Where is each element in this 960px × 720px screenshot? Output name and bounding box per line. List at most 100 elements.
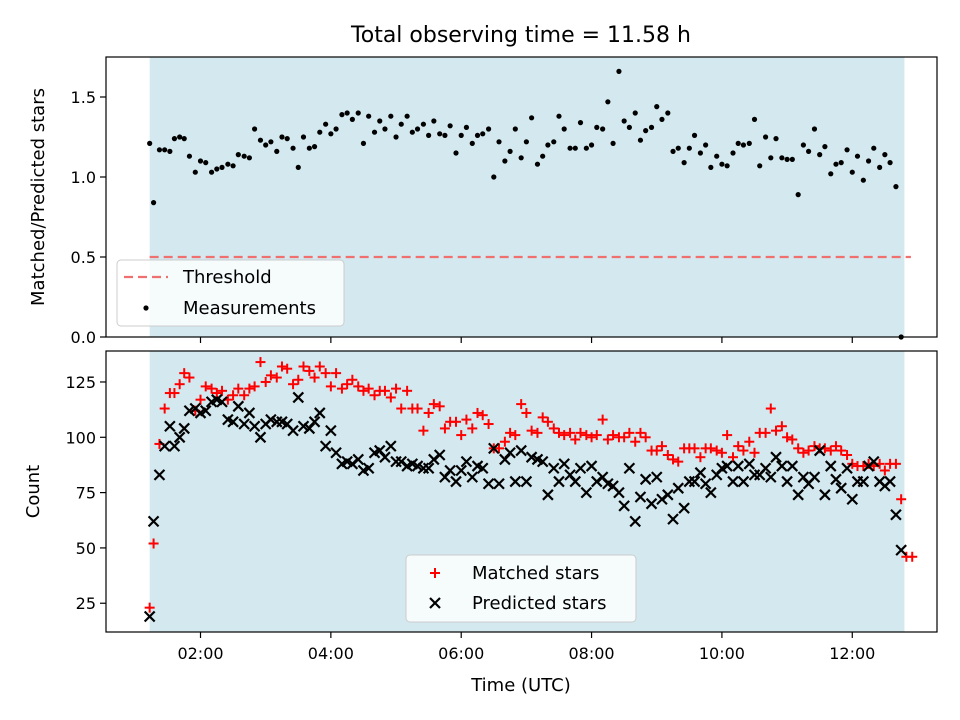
data-point-b [455,464,467,477]
data-point [265,370,276,381]
data-point [781,475,793,488]
data-point [227,416,239,428]
data-point [586,432,597,443]
data-point-b [678,502,690,514]
data-point-b [694,466,707,479]
data-point [643,128,649,134]
data-point-b [645,497,658,510]
data-point [640,432,651,443]
data-point [577,120,584,126]
data-point [798,447,809,458]
data-point [328,131,334,137]
data-point [287,424,299,437]
data-point [890,508,902,521]
data-point [822,144,828,150]
data-point [792,489,804,501]
data-point [708,164,714,170]
data-point [654,104,660,110]
data-point [733,441,744,452]
panel-0: 0.0 0.5 1.0 1.5 Matched/Predicted stars Thres… [28,56,938,347]
data-point [714,153,720,159]
data-point-b [607,480,619,492]
data-point [147,140,153,146]
data-point [414,126,421,132]
data-point [233,383,244,394]
data-point [192,169,198,175]
data-point [681,160,687,166]
data-point [177,134,183,140]
legend-box [116,259,345,327]
data-point-b [379,451,391,463]
data-point [637,137,644,143]
data-point [542,489,554,501]
legend: Matched stars Predicted stars [405,554,637,623]
data-point-b [406,458,419,470]
data-point [455,464,467,477]
data-point [719,161,725,167]
data-point [143,610,156,623]
y-tick-label: 0.5 [71,248,96,267]
legend-predicted-swatch-b [429,597,441,609]
data-point [512,126,518,132]
data-point [581,430,592,441]
data-point [746,140,752,146]
data-point [561,126,567,132]
data-point [565,427,576,438]
data-point [158,440,171,452]
x-tick-label: 02:00 [177,644,223,663]
data-point [282,363,293,374]
data-point-b [482,477,495,490]
data-point [342,379,353,390]
data-point-b [211,393,223,406]
data-point [629,515,642,528]
data-point-b [173,431,186,444]
data-point [813,444,826,457]
data-point [670,148,676,154]
data-point [268,139,274,145]
y-axis-label: Matched/Predicted stars [28,88,49,306]
data-point [895,544,907,556]
data-point [691,132,698,138]
data-point [520,475,533,488]
data-point [619,432,630,443]
data-point [836,445,847,456]
data-point [493,477,505,490]
data-point [521,407,532,418]
data-point-b [493,477,505,490]
data-point [623,462,636,475]
data-point-b [727,475,739,488]
data-point-b [634,491,647,503]
data-point [626,124,632,130]
data-point-b [574,462,587,475]
data-point [534,161,541,167]
data-point [722,430,733,441]
data-point [830,473,842,486]
data-point [153,469,166,481]
data-point [263,142,269,148]
data-point [716,447,727,458]
data-point-b [585,460,598,472]
panel-1: 25 50 75 100 125 02:00 04:00 06:00 08:00 10:00 12:… [23,350,938,663]
data-point [526,425,537,436]
data-point [639,473,652,486]
data-point [529,115,535,121]
data-point [510,430,521,441]
data-point [757,163,763,169]
data-point [651,445,662,456]
data-point [249,381,260,392]
data-point [786,460,799,472]
legend-predicted-swatch [429,597,441,609]
data-point [295,164,301,170]
data-point [784,156,790,162]
data-point-b [776,460,788,472]
data-point [298,361,309,372]
series-predicted-stars [143,391,907,623]
data-point [472,407,483,418]
data-point [721,460,733,472]
data-point [458,132,464,138]
plot-frame [105,56,938,338]
data-point [178,422,190,435]
x-tick-label: 12:00 [829,644,875,663]
x-axis-label: Time (UTC) [470,675,571,696]
data-point [284,136,290,142]
